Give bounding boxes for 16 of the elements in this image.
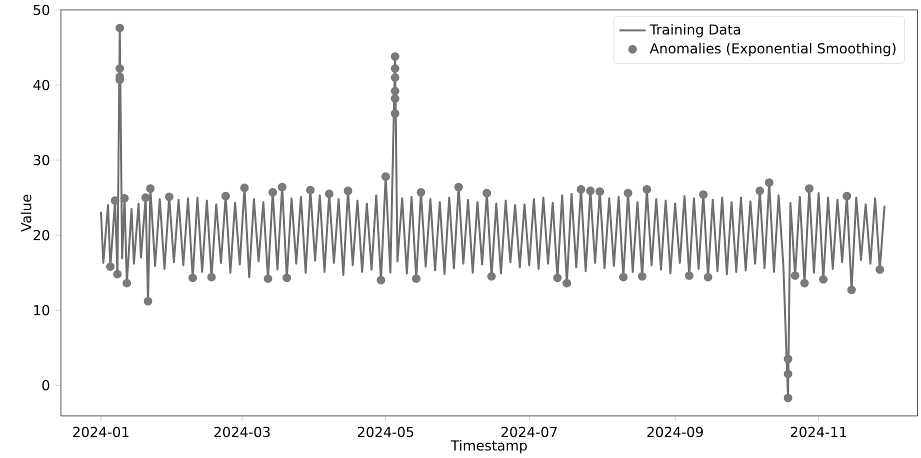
- y-tick-label: 30: [34, 154, 50, 166]
- y-tick-label: 20: [34, 230, 50, 240]
- legend-label: Training Data: [650, 24, 740, 38]
- x-tick-label: 2024-07: [501, 426, 557, 438]
- x-tick-label: 2024-01: [73, 426, 128, 438]
- y-tick-label: 0: [42, 380, 50, 390]
- y-tick-label: 50: [34, 4, 50, 16]
- x-tick-label: 2024-05: [358, 426, 414, 438]
- x-tick-label: 2024-09: [647, 426, 703, 438]
- x-tick-label: 2024-11: [790, 426, 846, 438]
- legend-label: Anomalies (Exponential Smoothing): [650, 42, 896, 56]
- y-tick-label: 10: [34, 304, 50, 316]
- x-tick-label: 2024-03: [214, 426, 270, 438]
- x-axis-title: Timestamp: [450, 440, 527, 454]
- y-axis-title: Value: [20, 194, 32, 232]
- y-tick-label: 40: [33, 80, 50, 90]
